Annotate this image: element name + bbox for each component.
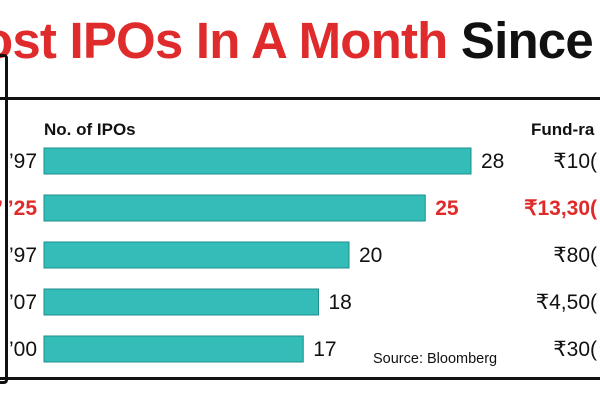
bar-2 [43,194,426,222]
fund-label-4: ₹4,50( [536,291,597,314]
value-label-1: 28 [481,150,504,173]
title-red-part: ost IPOs In A Month [0,12,448,69]
chart-title: ost IPOs In A Month Since ’97 [0,15,600,66]
fund-label-1: ₹10( [553,150,597,173]
value-label-5: 17 [313,338,336,361]
bar-3 [43,241,350,269]
category-label-5: ’00 [9,338,37,361]
bars-layer: ’97 28 ₹10( ’ ’25 25 ₹13,30( ’97 20 ₹80( ’07 18 ₹4,… [0,147,597,363]
title-bar: ost IPOs In A Month Since ’97 [0,8,600,88]
bar-1 [43,147,472,175]
value-label-3: 20 [359,244,382,267]
value-label-2: 25 [435,197,459,220]
fund-label-2: ₹13,30( [524,197,597,220]
fund-raised-header: Fund-ra [531,120,595,139]
title-black-part: Since ’97 [460,12,600,69]
fund-label-3: ₹80( [553,244,597,267]
category-label-3: ’97 [9,244,37,267]
category-label-1: ’97 [9,150,37,173]
value-label-4: 18 [329,291,352,314]
x-axis-label: No. of IPOs [44,120,136,139]
bar-4 [43,288,319,316]
left-bracket [0,54,8,384]
category-label-4: ’07 [9,291,37,314]
header-divider [0,97,600,100]
fund-label-5: ₹30( [553,338,597,361]
bottom-rule [0,377,600,380]
category-label-2: ’ ’25 [0,197,37,220]
source-note: Source: Bloomberg [373,351,497,367]
bar-5 [43,335,304,363]
